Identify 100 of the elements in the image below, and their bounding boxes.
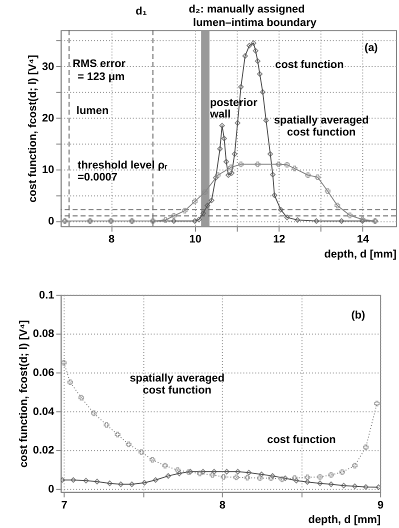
point	[114, 432, 120, 438]
annotation: lumen	[76, 104, 109, 117]
point	[228, 170, 235, 176]
y-tick-label: 20	[42, 112, 54, 124]
point	[328, 472, 334, 478]
point	[202, 189, 208, 195]
point	[94, 478, 100, 484]
y-axis-title: cost function, fcost(d; l) [V⁴]	[18, 320, 30, 468]
point	[304, 474, 310, 480]
point	[129, 481, 135, 488]
point	[106, 480, 113, 486]
point	[256, 71, 263, 77]
point	[334, 202, 340, 208]
point	[317, 474, 323, 480]
point	[293, 478, 300, 484]
point	[223, 158, 230, 165]
y-tick-label: 30	[42, 60, 54, 73]
annotation: (a)	[364, 42, 378, 54]
annotation: spatially averaged	[274, 114, 369, 127]
point	[305, 172, 311, 178]
point	[339, 469, 345, 475]
text: d₁	[136, 5, 148, 18]
point	[162, 217, 168, 223]
point	[152, 477, 158, 483]
point	[352, 483, 358, 490]
point	[363, 444, 369, 450]
point	[282, 475, 288, 482]
point	[174, 467, 181, 473]
point	[294, 217, 300, 223]
point	[314, 174, 320, 180]
y-tick-label: 0.04	[32, 406, 56, 418]
point	[284, 162, 290, 168]
point	[352, 462, 358, 468]
x-tick-label: 9	[378, 499, 384, 512]
annotation: cost function	[287, 126, 356, 139]
point	[192, 218, 198, 224]
x-axis-title: depth, d [mm]	[308, 514, 381, 526]
point	[263, 118, 269, 124]
point	[304, 479, 310, 485]
point	[182, 208, 188, 214]
point	[292, 166, 298, 172]
point	[246, 42, 252, 48]
annotation: = 123 μm	[78, 70, 126, 83]
point	[171, 213, 177, 219]
point	[363, 484, 369, 490]
point	[254, 58, 261, 64]
y-tick-label: 0.1	[39, 289, 54, 302]
point	[162, 462, 168, 468]
point	[61, 360, 67, 366]
point	[238, 84, 244, 90]
y-tick-label: 10	[42, 164, 54, 176]
point	[270, 172, 276, 178]
point	[210, 472, 216, 478]
text: lumen–intima boundary	[193, 17, 318, 30]
x-tick-label: 7	[61, 499, 68, 512]
annotation: =0.0007	[78, 171, 118, 184]
point	[226, 172, 232, 178]
point	[171, 218, 177, 224]
text: d₂: manually assigned	[188, 3, 305, 16]
annotation: cost function	[275, 58, 344, 71]
x-axis-title: depth, d [mm]	[324, 248, 397, 261]
point	[126, 441, 132, 448]
annotation: cost function	[267, 434, 336, 446]
point	[91, 410, 97, 416]
point	[314, 218, 320, 224]
point	[83, 478, 89, 484]
point	[233, 474, 240, 480]
point	[244, 474, 250, 481]
point	[279, 476, 285, 482]
point	[268, 475, 274, 481]
point	[150, 457, 156, 463]
point	[250, 40, 256, 46]
point	[258, 472, 264, 478]
point	[347, 212, 353, 218]
point	[232, 151, 238, 157]
x-tick-label: 12	[273, 234, 286, 246]
y-tick-label: 0.02	[32, 444, 54, 457]
point	[338, 218, 344, 224]
point	[224, 468, 230, 475]
point	[292, 475, 298, 481]
annotation: wall	[208, 108, 231, 121]
point	[176, 470, 182, 476]
annotation: cost function	[142, 384, 212, 396]
point	[200, 210, 206, 216]
point	[197, 470, 203, 476]
y-axis-title: cost function, fcost(d; l) [V⁴]	[27, 54, 40, 202]
point	[192, 198, 198, 204]
point	[104, 422, 110, 428]
point	[284, 214, 290, 220]
point	[142, 480, 148, 486]
point	[278, 206, 284, 213]
y-tick-label: 0.06	[32, 366, 54, 379]
annotation: RMS error	[72, 58, 126, 70]
point	[234, 120, 240, 126]
point	[328, 481, 334, 488]
annotation: threshold level ρᵣ	[78, 159, 168, 172]
point	[67, 379, 74, 386]
point	[78, 394, 84, 401]
point	[228, 164, 234, 170]
x-tick-label: 8	[219, 499, 226, 512]
